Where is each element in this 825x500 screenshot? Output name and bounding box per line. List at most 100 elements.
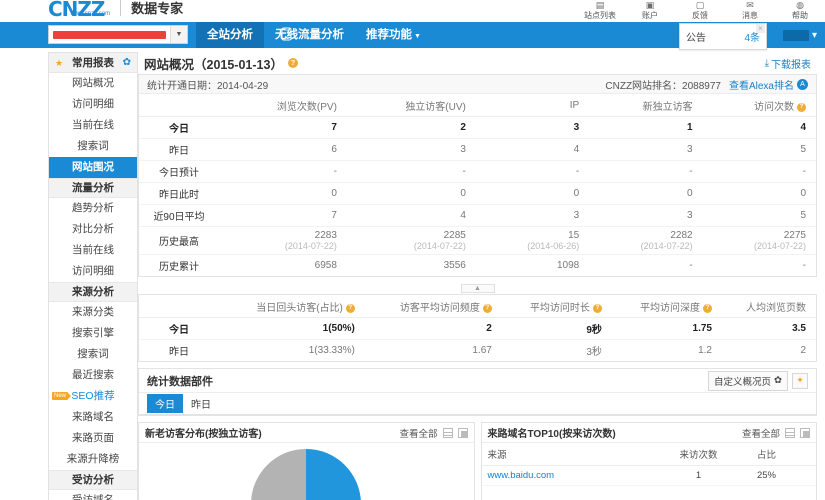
help-icon[interactable]: ? [702, 303, 712, 313]
table-view-icon[interactable] [785, 427, 795, 438]
row-label: 昨日 [139, 138, 219, 161]
help-icon[interactable]: ? [797, 102, 806, 112]
col-source: 来源 [481, 443, 647, 466]
col-new-uv: 新独立访客 [589, 94, 703, 117]
chevron-down-icon: ▾ [811, 29, 817, 41]
cell-date: (2014-07-22) [753, 241, 806, 251]
cell-new-uv: 3 [589, 204, 703, 227]
widgets-actions: 自定义概况页 ✿ ✦ [708, 370, 808, 391]
sidebar-item-seo-recommend[interactable]: New SEO推荐 [49, 386, 137, 407]
sidebar-item-label: 网站围况 [72, 161, 114, 173]
cell-new-uv: 0 [589, 182, 703, 205]
download-report-button[interactable]: ⤓ 下载报表 [765, 56, 811, 71]
cell-pages: 3.5 [721, 317, 816, 340]
close-icon[interactable]: × [756, 24, 765, 33]
sidebar-item-visited-domain[interactable]: 受访域名 [49, 490, 137, 500]
sidebar-item-source-category[interactable]: 来源分类 [49, 302, 137, 323]
chevron-down-icon: ▼ [414, 33, 421, 40]
table-header-row: 浏览次数(PV) 独立访客(UV) IP 新独立访客 访问次数? [139, 94, 816, 117]
cell-visit-count: 1 [646, 465, 751, 486]
top-item-feedback[interactable]: ▢ 反馈 [683, 0, 717, 21]
sidebar-item-search-word[interactable]: 搜索词 [49, 344, 137, 365]
nav-item-recommend[interactable]: 推荐功能 ▼ [355, 22, 432, 48]
help-icon[interactable]: ? [592, 303, 602, 313]
top-item-account[interactable]: ▣ 账户 [633, 0, 667, 21]
cell-depth: 1.2 [698, 345, 712, 356]
table-header-row: 当日回头访客(占比)? 访客平均访问频度? 平均访问时长? 平均访问深度? 人均… [139, 295, 816, 318]
sidebar-item-referrer-domain[interactable]: 来路域名 [49, 407, 137, 428]
tab-yesterday[interactable]: 昨日 [191, 400, 211, 411]
cell-date: (2014-06-26) [527, 241, 580, 251]
cell-visits: - [802, 260, 806, 271]
top-item-site-list[interactable]: ▤ 站点列表 [583, 0, 617, 21]
sidebar-item-website-overview[interactable]: 网站概况 [49, 73, 137, 94]
sidebar-item-source-ranking[interactable]: 来源升降榜 [49, 449, 137, 470]
chart-view-icon[interactable] [457, 427, 468, 438]
announcement-popover[interactable]: 公告 4条 × [679, 23, 767, 50]
sidebar-item-online-now[interactable]: 当前在线 [49, 240, 137, 261]
brand-logo[interactable]: CNZZ www.cnzz.com 数据专家 [48, 0, 183, 19]
cell-source-link[interactable]: www.baidu.com [481, 465, 647, 486]
table-header-row: 来源 来访次数 占比 [481, 443, 816, 466]
referrer-table: 来源 来访次数 占比 www.baidu.com 1 25% [481, 443, 816, 486]
sidebar-item-search-terms[interactable]: 搜索词 [49, 136, 137, 157]
row-label: 今日 [139, 317, 219, 340]
sidebar-item-trend-analysis[interactable]: 趋势分析 [49, 198, 137, 219]
sidebar-item-current-online[interactable]: 当前在线 [49, 115, 137, 136]
sidebar-item-visit-detail-2[interactable]: 访问明细 [49, 261, 137, 282]
announcement-count-link[interactable]: 4条 [744, 33, 760, 44]
sidebar-item-referrer-page[interactable]: 来路页面 [49, 428, 137, 449]
table-view-icon[interactable] [442, 427, 453, 438]
nav-items: 全站分析 无线流量分析 推荐功能 ▼ [196, 22, 432, 48]
sidebar-item-recent-search[interactable]: 最近搜索 [49, 365, 137, 386]
cell-visits: 0 [702, 182, 816, 205]
view-all-link[interactable]: 查看全部 [399, 428, 438, 440]
sidebar-item-website-status[interactable]: 网站围况 [49, 157, 137, 178]
cnzz-rank-label: CNZZ网站排名：2088977 [605, 80, 721, 92]
customize-overview-label: 自定义概况页 [714, 376, 772, 388]
chevron-down-icon[interactable]: ▼ [170, 26, 187, 43]
collapse-toggle-button[interactable]: ▲ [460, 284, 495, 293]
row-label: 今日预计 [139, 160, 219, 183]
alexa-rank-link[interactable]: 查看Alexa排名 A [729, 77, 808, 92]
pin-icon[interactable]: ✦ [792, 372, 808, 389]
widget-body: 老访客 1 新访客 1 [139, 443, 474, 500]
nav-item-wireless[interactable]: 无线流量分析 [264, 22, 355, 48]
sidebar-group-label: 常用报表 [72, 56, 114, 69]
sidebar-item-compare-analysis[interactable]: 对比分析 [49, 219, 137, 240]
sidebar-item-search-engine[interactable]: 搜索引擎 [49, 323, 137, 344]
row-label: 历史累计 [159, 262, 199, 273]
metrics-table: 当日回头访客(占比)? 访客平均访问频度? 平均访问时长? 平均访问深度? 人均… [139, 295, 816, 361]
sidebar-item-visit-detail[interactable]: 访问明细 [49, 94, 137, 115]
help-circle-icon: ◍ [796, 0, 804, 10]
top-item-help[interactable]: ◍ 帮助 [783, 0, 817, 21]
help-icon[interactable]: ? [345, 303, 355, 313]
col-label: 当日回头访客(占比) [256, 303, 343, 314]
help-icon[interactable]: ? [287, 58, 298, 68]
table-row: www.baidu.com 1 25% [481, 465, 816, 486]
customize-overview-button[interactable]: 自定义概况页 ✿ [708, 370, 788, 391]
collapse-bar: ▲ [138, 283, 817, 294]
top-item-message[interactable]: ✉ 消息 [733, 0, 767, 21]
help-icon[interactable]: ? [482, 303, 492, 313]
user-menu[interactable]: ▾ [782, 26, 817, 44]
gear-icon[interactable]: ✿ [122, 56, 131, 68]
col-visit-count: 来访次数 [646, 443, 751, 466]
cell-ip: 3 [475, 204, 590, 227]
cell-value: 2282 [670, 230, 693, 241]
nav-item-label: 推荐功能 [366, 29, 412, 41]
cell-uv: 4 [346, 204, 476, 227]
nav-item-quanzhan[interactable]: 全站分析 [196, 22, 264, 48]
tab-today[interactable]: 今日 [147, 394, 183, 413]
cell-date: (2014-07-22) [640, 241, 693, 251]
page-title: 网站概况（2015-01-13） [144, 57, 283, 72]
sidebar-item-label: 当前在线 [72, 119, 114, 131]
widget-actions: 查看全部 [399, 426, 468, 440]
chart-view-icon[interactable] [800, 427, 810, 438]
site-selector[interactable]: ▼ [48, 25, 188, 44]
download-icon: ⤓ [764, 57, 769, 69]
widget-new-vs-returning: 新老访客分布(按独立访客) 查看全部 老访客 1 [138, 422, 475, 500]
view-all-link[interactable]: 查看全部 [741, 428, 780, 440]
sidebar-item-label: 网站概况 [72, 77, 114, 89]
cell-value: 2285 [443, 230, 466, 241]
